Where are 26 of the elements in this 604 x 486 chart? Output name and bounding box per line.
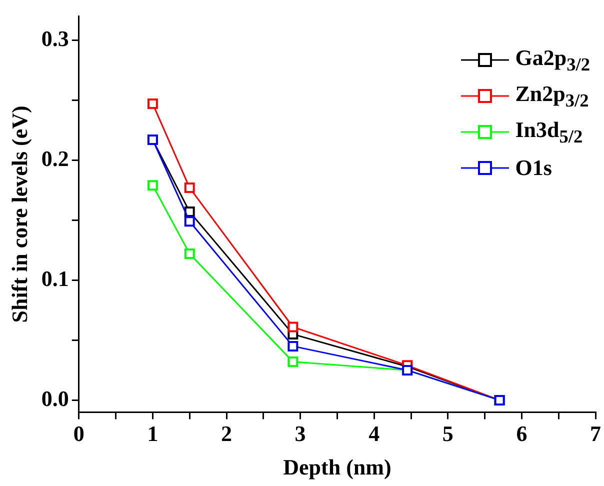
y-tick-label: 0.1: [41, 266, 69, 291]
x-tick-label: 7: [590, 421, 601, 446]
x-tick-label: 1: [147, 421, 158, 446]
legend-label: Ga2p$_{3/2}$: [515, 44, 590, 76]
y-tick-label: 0.0: [41, 386, 69, 411]
legend-label: In3d$_{5/2}$: [515, 116, 583, 148]
x-tick-label: 0: [73, 421, 84, 446]
x-tick-label: 4: [368, 421, 380, 446]
x-tick-label: 2: [221, 421, 232, 446]
point: [147, 98, 158, 110]
x-tick-label: 3: [294, 421, 306, 446]
point: [147, 180, 158, 191]
point: [288, 340, 298, 352]
y-tick-label: 0.3: [41, 26, 69, 51]
x-tick-label: 6: [516, 421, 528, 446]
legend-label: Zn2p$_{3/2}$: [515, 80, 589, 112]
y-tick-label: 0.2: [41, 146, 69, 171]
x-tick-label: 5: [442, 421, 454, 446]
point: [184, 216, 195, 227]
legend-label: O1s: [515, 155, 552, 181]
x-axis-title: Depth (nm): [283, 454, 392, 480]
point: [184, 182, 195, 194]
point: [288, 322, 298, 332]
y-axis-title: Shift in core levels (eV): [6, 106, 32, 323]
point: [184, 248, 195, 260]
point: [288, 356, 298, 368]
